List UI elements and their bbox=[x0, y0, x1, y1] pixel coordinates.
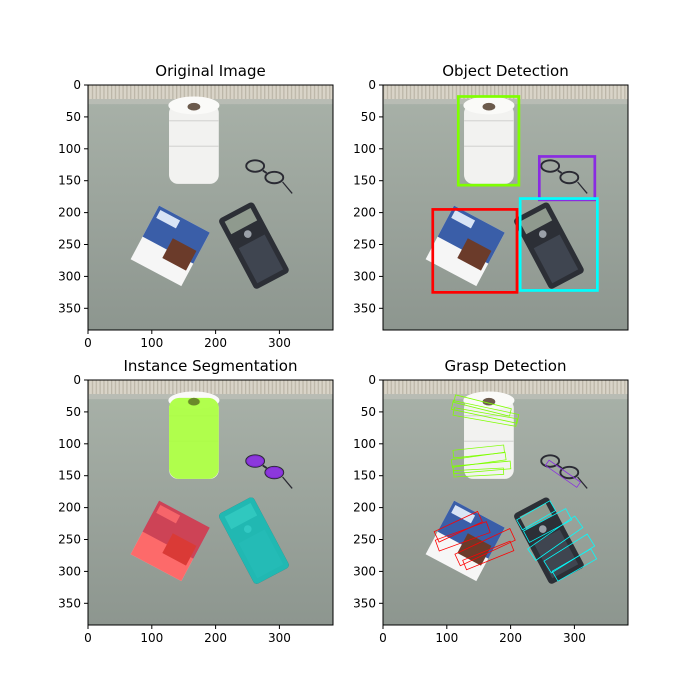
box-calculator bbox=[518, 197, 599, 292]
grasp-rect bbox=[452, 444, 505, 459]
x-tick-label: 300 bbox=[268, 336, 291, 350]
y-tick-label: 350 bbox=[58, 596, 81, 610]
grasp-rect bbox=[551, 548, 598, 582]
x-tick-label: 300 bbox=[268, 631, 291, 645]
axes-frame bbox=[382, 84, 629, 331]
x-tick-label: 0 bbox=[84, 336, 92, 350]
panel-title: Grasp Detection bbox=[445, 357, 567, 375]
x-tick-label: 200 bbox=[204, 336, 227, 350]
y-tick-label: 0 bbox=[73, 78, 81, 92]
mask-calculator bbox=[219, 497, 289, 584]
y-tick-label: 300 bbox=[353, 269, 376, 283]
y-tick-label: 100 bbox=[353, 437, 376, 451]
grasp-rect bbox=[544, 459, 581, 488]
y-tick-label: 50 bbox=[66, 110, 81, 124]
box-chocolate-box bbox=[431, 208, 519, 294]
panel-2: Object Detection 0 50 100 150 200 250 300 350 bbox=[353, 62, 629, 331]
grasp-rect bbox=[433, 510, 483, 543]
y-tick-label: 350 bbox=[353, 596, 376, 610]
y-tick-label: 100 bbox=[58, 437, 81, 451]
axes-frame bbox=[87, 84, 334, 331]
y-tick-label: 200 bbox=[58, 501, 81, 515]
y-tick-label: 50 bbox=[66, 405, 81, 419]
x-tick-label: 0 bbox=[379, 631, 387, 645]
y-tick-label: 300 bbox=[58, 269, 81, 283]
y-tick-label: 300 bbox=[353, 564, 376, 578]
grasp-rect bbox=[527, 515, 584, 561]
grasp-rect bbox=[522, 508, 573, 543]
y-tick-label: 350 bbox=[58, 301, 81, 315]
axes-frame bbox=[382, 379, 629, 626]
y-tick-label: 350 bbox=[353, 301, 376, 315]
y-tick-label: 250 bbox=[353, 533, 376, 547]
y-tick-label: 0 bbox=[368, 78, 376, 92]
panel-image bbox=[88, 85, 334, 331]
y-tick-label: 0 bbox=[368, 373, 376, 387]
y-tick-label: 100 bbox=[58, 142, 81, 156]
y-tick-label: 150 bbox=[353, 469, 376, 483]
y-tick-label: 200 bbox=[353, 501, 376, 515]
y-tick-label: 250 bbox=[58, 533, 81, 547]
panel-image bbox=[88, 380, 334, 626]
x-tick-label: 200 bbox=[499, 631, 522, 645]
y-tick-label: 50 bbox=[361, 110, 376, 124]
mask-glasses bbox=[246, 455, 284, 479]
y-tick-label: 200 bbox=[353, 206, 376, 220]
y-tick-label: 250 bbox=[58, 238, 81, 252]
x-tick-label: 300 bbox=[563, 631, 586, 645]
panel-image bbox=[383, 85, 629, 331]
y-tick-label: 150 bbox=[58, 469, 81, 483]
y-tick-label: 150 bbox=[58, 174, 81, 188]
x-tick-label: 0 bbox=[84, 631, 92, 645]
grasp-rect bbox=[434, 521, 491, 552]
panel-3: Instance Segmentation 0 50 100 150 200 250 300 3… bbox=[58, 357, 334, 645]
y-tick-label: 150 bbox=[353, 174, 376, 188]
panel-image bbox=[383, 380, 629, 626]
x-tick-label: 100 bbox=[140, 631, 163, 645]
grasp-rect bbox=[453, 394, 512, 417]
y-tick-label: 50 bbox=[361, 405, 376, 419]
grasp-rect bbox=[452, 407, 518, 427]
box-toilet-paper bbox=[456, 95, 521, 187]
axes-frame bbox=[87, 379, 334, 626]
x-tick-label: 100 bbox=[435, 631, 458, 645]
y-tick-label: 250 bbox=[353, 238, 376, 252]
x-tick-label: 100 bbox=[140, 336, 163, 350]
x-tick-label: 200 bbox=[204, 631, 227, 645]
panel-1: Original Image 0 50 100 150 200 250 300 350 0 100 2… bbox=[58, 62, 334, 350]
panel-4: Grasp Detection 0 50 100 150 200 250 300 350 0 100… bbox=[353, 357, 629, 645]
panel-title: Instance Segmentation bbox=[124, 357, 298, 375]
grasp-rect bbox=[452, 460, 512, 475]
grasp-rect bbox=[454, 528, 516, 567]
grasp-rect bbox=[516, 500, 557, 531]
y-tick-label: 200 bbox=[58, 206, 81, 220]
grasp-rect bbox=[462, 540, 515, 571]
grasp-rect bbox=[453, 467, 505, 478]
y-tick-label: 300 bbox=[58, 564, 81, 578]
panel-title: Original Image bbox=[155, 62, 265, 80]
panel-title: Object Detection bbox=[442, 62, 569, 80]
y-tick-label: 0 bbox=[73, 373, 81, 387]
mask-chocolate-box bbox=[130, 500, 210, 582]
y-tick-label: 100 bbox=[353, 142, 376, 156]
mask-toilet-paper bbox=[169, 397, 219, 479]
grasp-rect bbox=[450, 400, 520, 424]
